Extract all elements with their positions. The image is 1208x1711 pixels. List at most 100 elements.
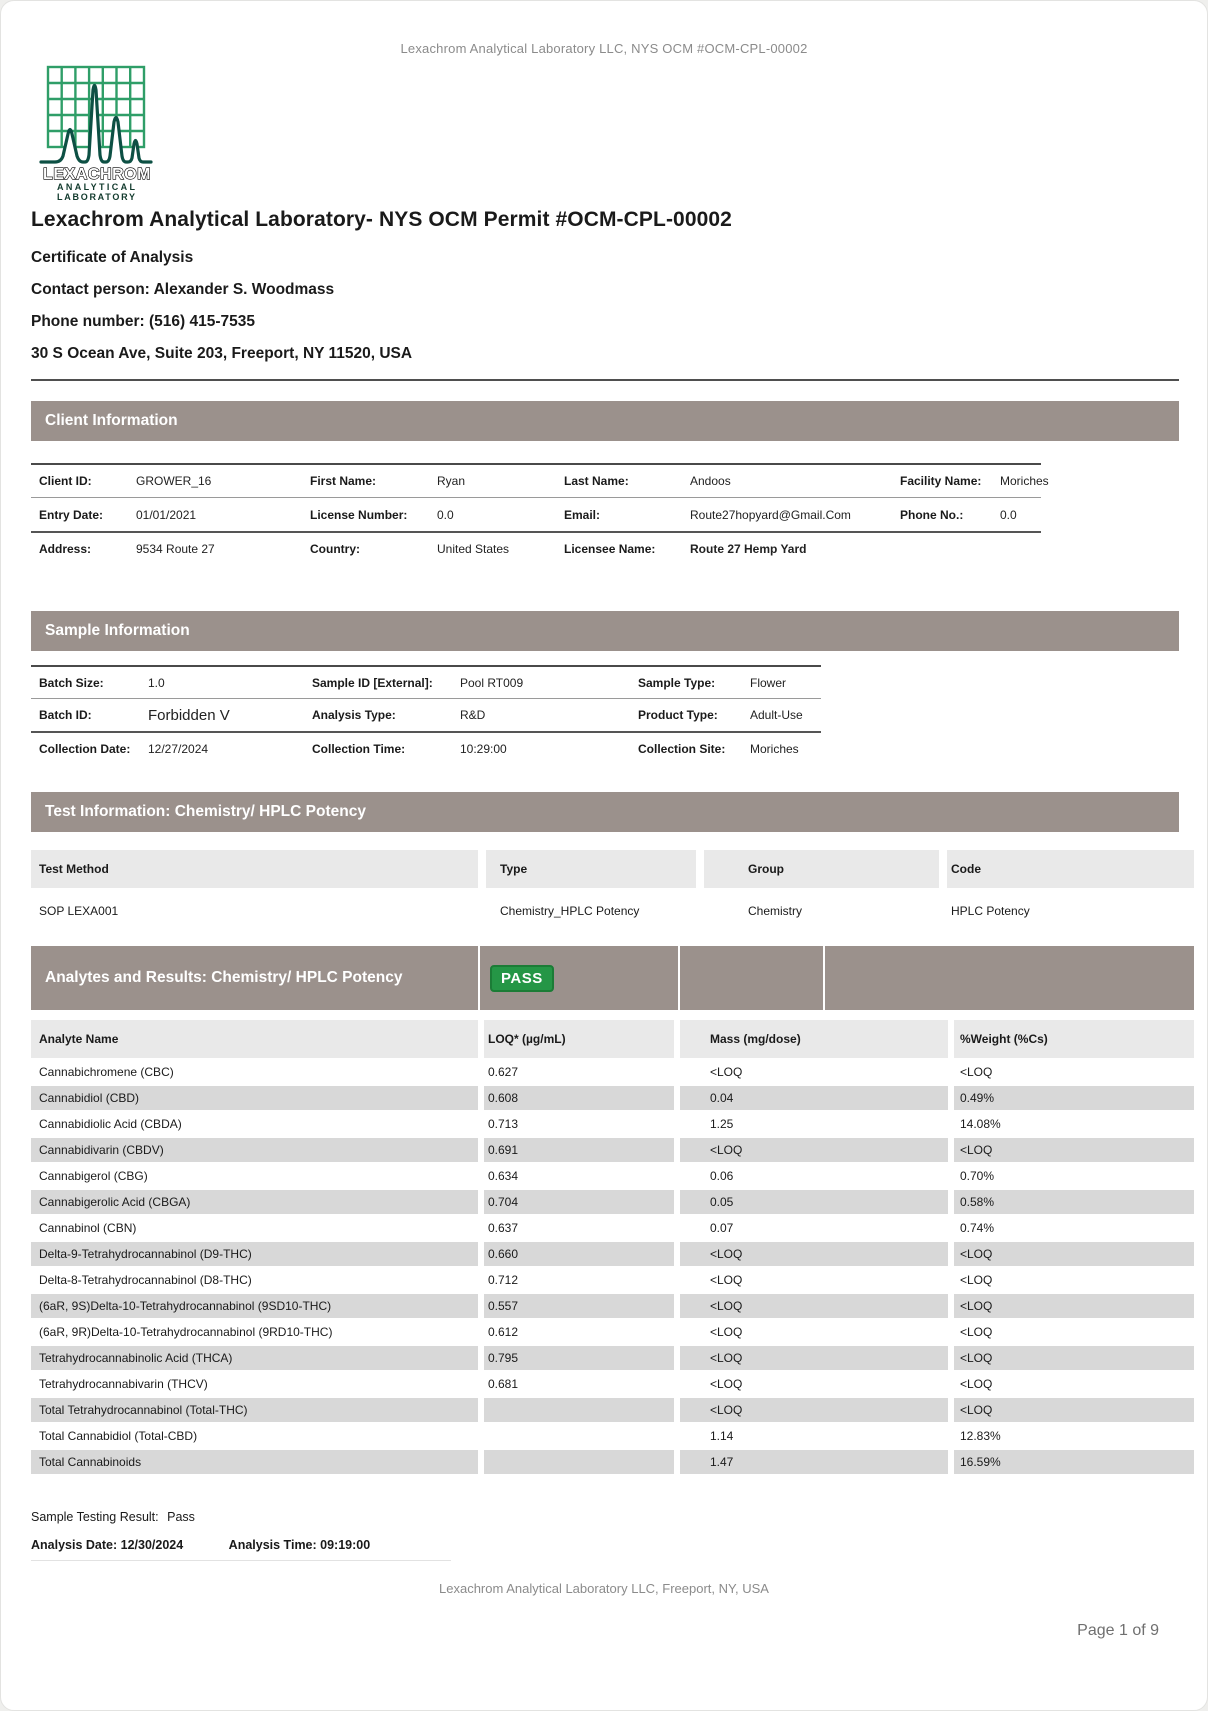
field-value: 1.0 (148, 675, 165, 690)
table-row: Cannabidiol (CBD) 0.608 0.04 0.49% (31, 1086, 1194, 1110)
analyte-name-cell: Cannabidiolic Acid (CBDA) (31, 1112, 478, 1136)
table-row: Entry Date: 01/01/2021 License Number: 0… (31, 497, 1041, 531)
field-label: License Number: (310, 507, 408, 522)
weight-cell: <LOQ (954, 1372, 1194, 1396)
field-label: Sample ID [External]: (312, 675, 433, 690)
phone-number-line: Phone number: (516) 415-7535 (31, 313, 255, 330)
table-row: Cannabichromene (CBC) 0.627 <LOQ <LOQ (31, 1060, 1194, 1084)
test-info-table: Test Method Type Group Code SOP LEXA001 … (31, 850, 1194, 934)
loq-cell: 0.713 (484, 1112, 674, 1136)
field-label: Batch Size: (39, 675, 104, 690)
analyte-name-cell: Tetrahydrocannabivarin (THCV) (31, 1372, 478, 1396)
analyte-name-cell: Total Cannabidiol (Total-CBD) (31, 1424, 478, 1448)
weight-cell: <LOQ (954, 1242, 1194, 1266)
analyte-name-cell: Delta-8-Tetrahydrocannabinol (D8-THC) (31, 1268, 478, 1292)
section-header-test-information: Test Information: Chemistry/ HPLC Potenc… (31, 792, 1179, 832)
field-value: 0.0 (1000, 507, 1017, 522)
mass-cell: 0.06 (680, 1164, 948, 1188)
weight-cell: 0.74% (954, 1216, 1194, 1240)
column-header: Test Method (31, 850, 478, 888)
test-method-cell: SOP LEXA001 (39, 904, 119, 918)
loq-cell: 0.637 (484, 1216, 674, 1240)
analyte-name-cell: Cannabidivarin (CBDV) (31, 1138, 478, 1162)
field-value: Moriches (1000, 474, 1049, 488)
field-value: 9534 Route 27 (136, 542, 215, 556)
analyte-name-cell: (6aR, 9S)Delta-10-Tetrahydrocannabinol (… (31, 1294, 478, 1318)
analysis-time: Analysis Time: 09:19:00 (228, 1538, 371, 1552)
field-value: Ryan (437, 474, 466, 488)
weight-cell: <LOQ (954, 1320, 1194, 1344)
weight-cell: <LOQ (954, 1398, 1194, 1422)
weight-cell: 0.49% (954, 1086, 1194, 1110)
column-header: Analyte Name (31, 1020, 478, 1058)
field-value: 12/27/2024 (148, 741, 209, 756)
table-row: Delta-8-Tetrahydrocannabinol (D8-THC) 0.… (31, 1268, 1194, 1292)
weight-cell: <LOQ (954, 1060, 1194, 1084)
table-row: Total Tetrahydrocannabinol (Total-THC) <… (31, 1398, 1194, 1422)
field-label: Collection Site: (638, 741, 726, 756)
mass-cell: <LOQ (680, 1268, 948, 1292)
table-row: Total Cannabinoids 1.47 16.59% (31, 1450, 1194, 1474)
section-title: Analytes and Results: Chemistry/ HPLC Po… (31, 946, 478, 1010)
loq-cell: 0.681 (484, 1372, 674, 1396)
section-title: Test Information: Chemistry/ HPLC Potenc… (45, 803, 366, 820)
mass-cell: <LOQ (680, 1320, 948, 1344)
field-value: United States (437, 542, 510, 556)
field-label: Last Name: (564, 474, 629, 488)
table-row: Tetrahydrocannabinolic Acid (THCA) 0.795… (31, 1346, 1194, 1370)
horizontal-divider (31, 379, 1179, 381)
mass-cell: <LOQ (680, 1346, 948, 1370)
table-row: Batch Size: 1.0 Sample ID [External]: Po… (31, 665, 821, 698)
page-title: Lexachrom Analytical Laboratory- NYS OCM… (31, 208, 732, 231)
field-value: Adult-Use (750, 708, 803, 722)
loq-cell: 0.704 (484, 1190, 674, 1214)
mass-cell: <LOQ (680, 1398, 948, 1422)
header-note: Lexachrom Analytical Laboratory LLC, NYS… (400, 41, 808, 56)
table-row: Delta-9-Tetrahydrocannabinol (D9-THC) 0.… (31, 1242, 1194, 1266)
field-label: Collection Time: (312, 741, 406, 756)
table-row: Cannabinol (CBN) 0.637 0.07 0.74% (31, 1216, 1194, 1240)
test-type-cell: Chemistry_HPLC Potency (500, 904, 640, 918)
sample-info-table: Batch Size: 1.0 Sample ID [External]: Po… (31, 665, 821, 764)
table-header-row: Test Method Type Group Code (31, 850, 1194, 888)
field-label: Country: (310, 542, 360, 556)
analyte-name-cell: Cannabidiol (CBD) (31, 1086, 478, 1110)
band-spacer-cell (680, 946, 823, 1010)
weight-cell: 12.83% (954, 1424, 1194, 1448)
chromatogram-peaks-icon (39, 83, 153, 164)
column-header: Group (704, 850, 939, 888)
band-spacer-cell (825, 946, 1194, 1010)
mass-cell: 1.25 (680, 1112, 948, 1136)
column-header: Code (947, 850, 1194, 888)
analyte-name-cell: Total Tetrahydrocannabinol (Total-THC) (31, 1398, 478, 1422)
column-header: Mass (mg/dose) (680, 1020, 948, 1058)
section-header-sample-information: Sample Information (31, 611, 1179, 651)
status-badge: PASS (490, 964, 554, 992)
loq-cell (484, 1424, 674, 1448)
weight-cell: 0.58% (954, 1190, 1194, 1214)
field-value: Flower (750, 675, 787, 690)
weight-cell: 14.08% (954, 1112, 1194, 1136)
field-value: Route 27 Hemp Yard (690, 542, 807, 556)
loq-cell: 0.608 (484, 1086, 674, 1110)
analyte-name-cell: Cannabichromene (CBC) (31, 1060, 478, 1084)
loq-cell: 0.691 (484, 1138, 674, 1162)
loq-cell: 0.634 (484, 1164, 674, 1188)
field-label: Collection Date: (39, 741, 131, 756)
field-label: Address: (39, 542, 92, 556)
column-header: Type (486, 850, 696, 888)
analyte-name-cell: (6aR, 9R)Delta-10-Tetrahydrocannabinol (… (31, 1320, 478, 1344)
field-value: 10:29:00 (460, 741, 507, 756)
page-indicator: Page 1 of 9 (1077, 1622, 1159, 1639)
table-row: Collection Date: 12/27/2024 Collection T… (31, 731, 821, 764)
loq-cell: 0.557 (484, 1294, 674, 1318)
loq-cell: 0.795 (484, 1346, 674, 1370)
mass-cell: 1.47 (680, 1450, 948, 1474)
section-header-client-information: Client Information (31, 401, 1179, 441)
table-row: Cannabidiolic Acid (CBDA) 0.713 1.25 14.… (31, 1112, 1194, 1136)
mass-cell: 0.07 (680, 1216, 948, 1240)
analytes-table: Analyte Name LOQ* (µg/mL) Mass (mg/dose)… (31, 1020, 1194, 1474)
loq-cell: 0.627 (484, 1060, 674, 1084)
weight-cell: <LOQ (954, 1294, 1194, 1318)
field-value: Andoos (690, 474, 731, 488)
